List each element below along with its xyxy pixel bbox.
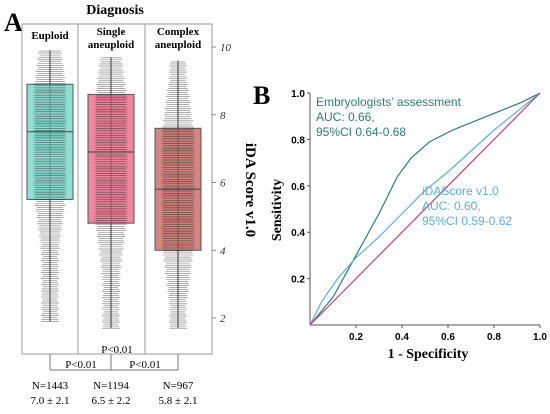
box-plot-title: Diagnosis	[86, 3, 144, 18]
box-group	[154, 60, 202, 329]
y-tick-label: 4	[220, 245, 226, 257]
x-tick-label: 0.2	[349, 332, 363, 343]
mean-label-complex: 5.8 ± 2.1	[158, 395, 197, 407]
idascore-roc-curve	[309, 92, 541, 326]
embryologist-ci: 95%CI 0.64-0.68	[316, 125, 406, 139]
group-header-single-line1: Single	[97, 26, 126, 38]
y-tick-label: 8	[220, 110, 226, 122]
n-label-euploid: N=1443	[32, 380, 69, 392]
embryologist-auc: AUC: 0.66,	[316, 110, 375, 124]
box-iqr	[87, 93, 135, 224]
significance-brackets: P<0.01 P<0.01 P<0.01	[49, 344, 179, 371]
group-counts: N=1443 N=1194 N=967 7.0 ± 2.1 6.5 ± 2.2 …	[30, 380, 197, 407]
y-tick-label: 0.8	[291, 135, 305, 146]
roc-lines	[309, 92, 541, 326]
p-value-label: P<0.01	[65, 359, 97, 371]
box-y-axis-label: iDA Score v1.0	[242, 143, 258, 237]
x-tick-label: 0.8	[487, 332, 501, 343]
embryologist-series-name: Embryologists’ assessment	[316, 95, 462, 109]
group-header-euploid: Euploid	[31, 30, 68, 42]
roc-axes	[309, 93, 540, 326]
y-tick-label: 10	[220, 42, 232, 54]
roc-ticks: 0.2 0.2 0.4 0.4 0.6 0.6 0.8 0.8 1.0 1.0	[291, 89, 547, 343]
box-group	[26, 50, 74, 322]
y-tick-label: 0.6	[291, 182, 305, 193]
panel-a-label: A	[4, 8, 23, 37]
idascore-series-name: iDAScore v1.0	[422, 184, 499, 198]
group-header-complex-line1: Complex	[157, 26, 200, 38]
idascore-annotation: iDAScore v1.0 AUC: 0.60, 95%CI 0.59-0.62	[422, 184, 512, 228]
idascore-auc: AUC: 0.60,	[422, 199, 481, 213]
p-value-label: P<0.01	[101, 344, 133, 356]
p-value-label: P<0.01	[129, 359, 161, 371]
roc-y-axis-label: Sensitivity	[270, 179, 285, 241]
y-tick-label: 0.2	[291, 275, 305, 286]
embryologist-annotation: Embryologists’ assessment AUC: 0.66, 95%…	[316, 95, 462, 139]
x-tick-label: 0.6	[441, 332, 455, 343]
idascore-ci: 95%CI 0.59-0.62	[422, 214, 512, 228]
mean-label-single: 6.5 ± 2.2	[91, 395, 130, 407]
x-tick-label: 0.4	[395, 332, 409, 343]
box-y-axis: 2 4 6 8 10	[212, 42, 232, 325]
n-label-complex: N=967	[163, 380, 194, 392]
panel-b-label: B	[253, 81, 270, 110]
box-iqr	[26, 83, 74, 200]
roc-x-axis-label: 1 - Specificity	[388, 347, 469, 362]
y-tick-label: 6	[220, 178, 226, 190]
y-tick-label: 2	[220, 313, 226, 325]
mean-label-euploid: 7.0 ± 2.1	[30, 395, 69, 407]
group-header-single-line2: aneuploid	[88, 39, 134, 51]
n-label-single: N=1194	[93, 380, 129, 392]
chance-diagonal	[309, 92, 541, 326]
x-tick-label: 1.0	[533, 332, 547, 343]
box-plot-frame	[21, 23, 213, 355]
y-tick-label: 0.4	[291, 228, 305, 239]
y-tick-label: 1.0	[291, 89, 305, 100]
group-header-complex-line2: aneuploid	[155, 39, 201, 51]
box-group	[87, 57, 135, 329]
box-plots	[26, 50, 202, 329]
